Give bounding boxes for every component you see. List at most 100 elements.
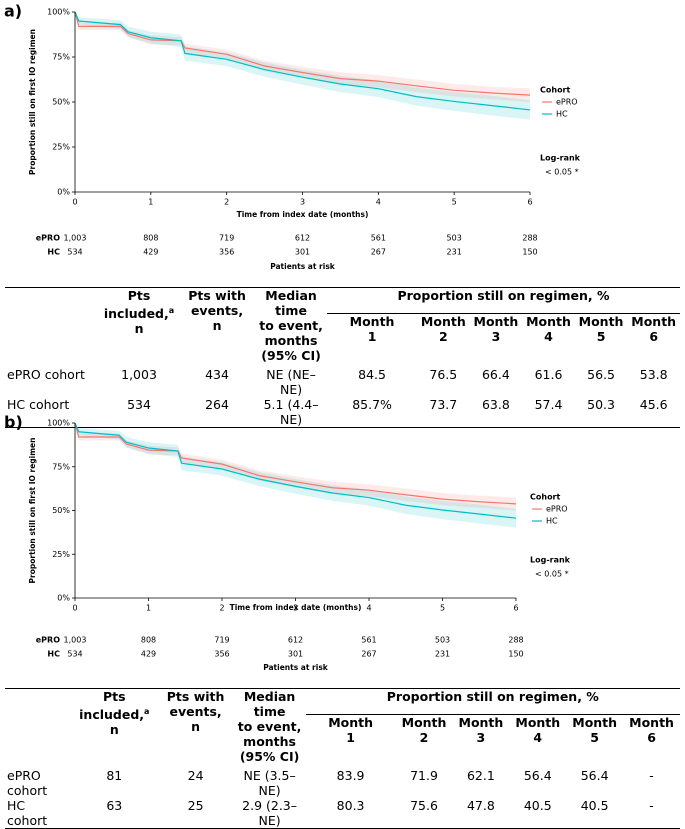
results-table: Pts included,a n Pts with events, n Median tim… (5, 287, 680, 428)
header-line: Month (349, 313, 395, 329)
y-tick-label: 100% (47, 419, 70, 428)
table-cell: 50.3 (574, 397, 628, 428)
legend-label: ePRO (556, 98, 578, 107)
table-cell: 57.4 (522, 397, 575, 428)
risk-row-label: HC (47, 650, 60, 659)
x-tick-label: 1 (148, 198, 153, 207)
table-cell: 534 (99, 397, 180, 428)
header-line: Pts (127, 288, 151, 303)
risk-value: 231 (435, 650, 450, 659)
header-line: n (191, 719, 201, 734)
header-cell: Month 6 (623, 714, 680, 764)
table-body: ePRO cohort 81 24 NE (3.5–NE) 83.9 71.9 62.1 56… (5, 764, 680, 829)
risk-value: 267 (361, 650, 376, 659)
header-cell: Month 1 (327, 313, 417, 363)
table-cell: 84.5 (358, 367, 386, 382)
table-cell: 56.4 (523, 768, 552, 783)
x-tick-label: 5 (452, 198, 457, 207)
annotation: < 0.05 * (535, 570, 569, 579)
header-line: Pts with (188, 288, 246, 303)
table-cell: 45.6 (627, 397, 680, 428)
risk-value: 561 (361, 636, 376, 645)
table-row: HC cohort 534 264 5.1 (4.4–NE) 85.7% 73.7 63.8… (5, 397, 680, 428)
table-cell: 73.7 (417, 397, 470, 428)
header-cell: Month 5 (575, 313, 628, 363)
x-tick-label: 3 (293, 604, 298, 613)
table-cell: NE (3.5–NE) (243, 768, 296, 798)
table-cell: 83.9 (336, 768, 365, 783)
header-line: events, (169, 704, 222, 719)
table-cell: 81 (106, 768, 123, 783)
header-line: Month (629, 714, 674, 730)
risk-value: 808 (141, 636, 156, 645)
header-line: included,a (79, 707, 150, 723)
table-cell: ePRO cohort (7, 768, 48, 798)
group-header: Proportion still on regimen, % (305, 688, 680, 715)
risk-value: 534 (67, 650, 82, 659)
table-cell: 61.6 (534, 367, 563, 382)
table-cell: 56.5 (587, 367, 615, 382)
header-line: 2 (419, 729, 429, 745)
table-cell: HC cohort (5, 397, 99, 428)
risk-value: 1,003 (64, 234, 87, 243)
table-row: ePRO cohort 1,003 434 NE (NE–NE) 84.5 76.5 66.… (5, 363, 680, 397)
annotation: Log-rank (540, 154, 581, 163)
risk-value: 429 (141, 650, 156, 659)
confidence-band (75, 12, 530, 120)
risk-value: 808 (143, 234, 158, 243)
table-cell: ePRO cohort (7, 367, 85, 382)
header-line: 1 (346, 729, 355, 745)
table-cell: HC cohort (5, 798, 71, 829)
survival-line (74, 422, 517, 519)
table-cell: 71.9 (410, 768, 438, 783)
legend-label: ePRO (546, 505, 568, 514)
header-line: n (134, 321, 144, 337)
table-cell: 63.8 (469, 397, 523, 428)
header-line: Median time (243, 689, 296, 719)
header-line: Month (572, 714, 618, 730)
table-row: ePRO cohort 81 24 NE (3.5–NE) 83.9 71.9 62.1 56… (5, 764, 680, 798)
risk-value: 288 (508, 636, 523, 645)
table-header: Pts included,a n Pts with events, n Median tim… (5, 287, 680, 363)
header-line: months (264, 333, 318, 348)
risk-table-title: Patients at risk (270, 262, 336, 271)
header-line: Month (401, 714, 447, 730)
header-cell: Month 2 (417, 313, 470, 363)
y-tick-label: 100% (47, 8, 70, 17)
confidence-band (75, 423, 516, 511)
table-cell: 53.8 (639, 367, 668, 382)
header-line: to event, (237, 719, 302, 734)
table-cell: 62.1 (466, 768, 495, 783)
x-tick-label: 0 (72, 198, 77, 207)
table-cell: 47.8 (452, 798, 510, 829)
header-cell: Month 1 (306, 714, 396, 764)
x-tick-label: 6 (527, 198, 532, 207)
x-tick-label: 5 (440, 604, 445, 613)
header-line: (95% CI) (239, 749, 300, 764)
header-cell: Pts with events, n (157, 688, 234, 764)
confidence-band (75, 12, 530, 102)
risk-value: 150 (508, 650, 523, 659)
table-cell: 40.5 (509, 798, 567, 829)
risk-value: 301 (288, 650, 303, 659)
x-tick-label: 4 (366, 604, 371, 613)
risk-table-title: Patients at risk (263, 663, 329, 672)
risk-value: 612 (288, 636, 303, 645)
header-line: (95% CI) (261, 348, 321, 363)
risk-value: 503 (435, 636, 450, 645)
header-line: 6 (647, 729, 656, 745)
header-line: Month (458, 714, 504, 730)
y-tick-label: 50% (52, 506, 70, 515)
x-tick-label: 2 (224, 198, 229, 207)
risk-row-label: ePRO (36, 636, 60, 645)
table-cell: 63 (71, 798, 158, 829)
risk-value: 503 (447, 234, 462, 243)
x-tick-label: 1 (146, 604, 151, 613)
table-cell: 25 (157, 798, 234, 829)
survival-line (74, 11, 531, 111)
x-axis-title: Time from index date (months) (237, 210, 369, 219)
header-line: Month (473, 313, 519, 329)
risk-value: 356 (219, 248, 234, 257)
survival-line (74, 422, 517, 505)
